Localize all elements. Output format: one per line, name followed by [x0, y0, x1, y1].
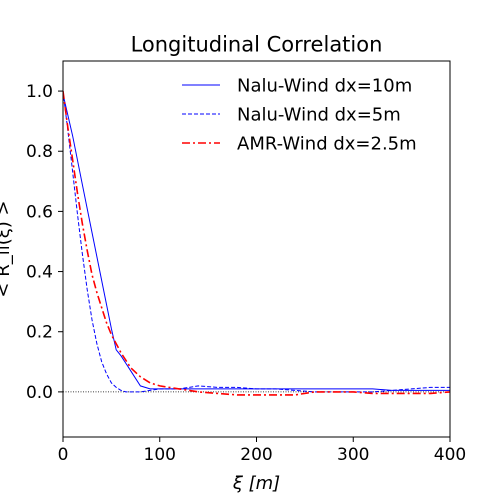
legend: Nalu-Wind dx=10m Nalu-Wind dx=5m AMR-Wind … — [182, 76, 417, 155]
plot-area — [63, 90, 450, 396]
x-tick-label: 300 — [337, 445, 369, 465]
series-line-1 — [63, 93, 450, 391]
legend-label-3: AMR-Wind dx=2.5m — [237, 134, 417, 155]
series-line-3 — [63, 90, 450, 396]
legend-label-2: Nalu-Wind dx=5m — [237, 105, 401, 126]
y-axis-label: < R_ii(ξ) > — [0, 200, 14, 297]
x-tick-label: 100 — [144, 445, 176, 465]
x-tick-label: 400 — [434, 445, 466, 465]
x-tick-label: 0 — [58, 445, 69, 465]
y-tick-label: 0.4 — [26, 263, 53, 283]
axes: 0 100 200 300 400 0.0 0.2 0.4 0.6 0.8 1.0 — [26, 60, 466, 465]
series-line-2 — [63, 91, 450, 393]
x-axis-label: ξ [m] — [232, 473, 280, 494]
chart-title: Longitudinal Correlation — [131, 33, 383, 57]
y-tick-label: 0.6 — [26, 202, 53, 222]
y-tick-label: 1.0 — [26, 82, 53, 102]
legend-label-1: Nalu-Wind dx=10m — [237, 76, 412, 97]
x-tick-label: 200 — [240, 445, 272, 465]
y-tick-label: 0.8 — [26, 142, 53, 162]
y-tick-label: 0.0 — [26, 383, 53, 403]
y-tick-label: 0.2 — [26, 323, 53, 343]
